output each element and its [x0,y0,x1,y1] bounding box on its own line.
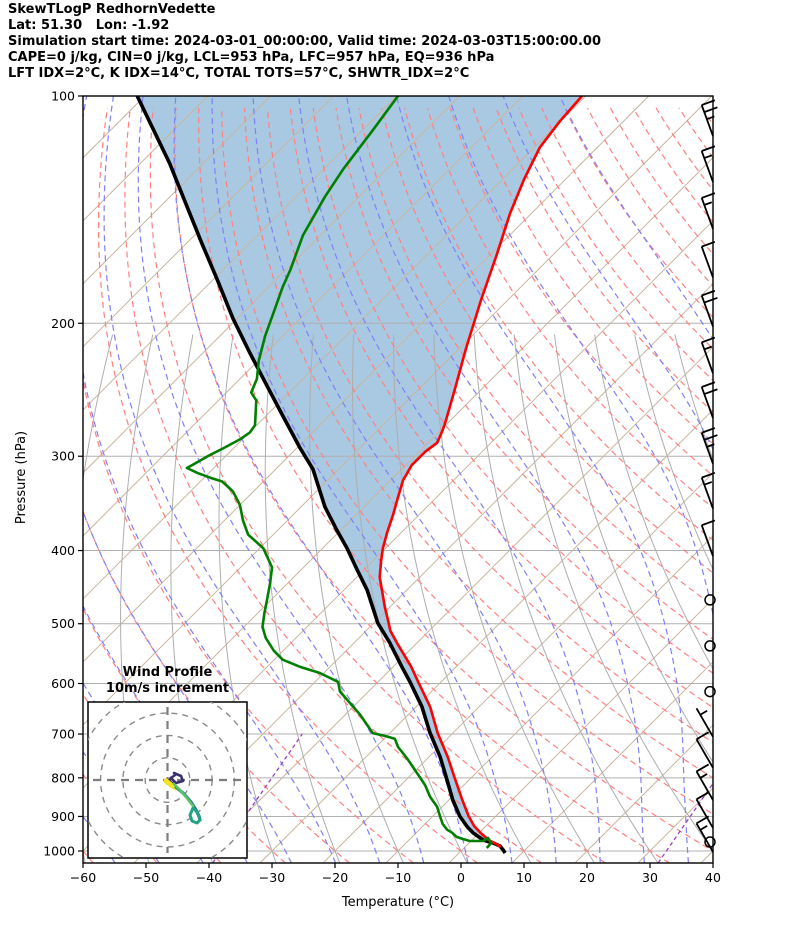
x-tick-label: 40 [705,870,721,885]
y-tick-label: 700 [51,727,75,742]
x-tick-label: −30 [259,870,285,885]
wind-barb [695,707,714,738]
mixing-ratio-lines [212,733,713,863]
plot-area [83,96,713,863]
parcel-curve [135,96,507,854]
dewpoint-curve [185,96,493,849]
y-tick-label: 600 [51,676,75,691]
lifted-indices-line: LFT IDX=2°C, K IDX=14°C, TOTAL TOTS=57°C… [8,66,470,81]
wind-barb [695,815,714,853]
x-tick-label: 20 [579,870,595,885]
axis-tick-labels: −60 −50 −40 −30 −20 −10 0 10 20 30 40 100 200 300 400 5… [43,89,721,886]
header-text-block: SkewTLogP RedhornVedette Lat: 51.30 Lon:… [8,2,601,82]
x-tick-label: −50 [133,870,159,885]
lat-lon-line: Lat: 51.30 Lon: -1.92 [8,18,170,33]
wind-barb [695,763,714,801]
sim-time-line: Simulation start time: 2024-03-01_00:00:… [8,34,601,49]
chart-title: SkewTLogP RedhornVedette [8,2,216,17]
hodograph-wind-trace [163,771,202,825]
y-tick-label: 1000 [43,844,75,859]
y-axis-label: Pressure (hPa) [14,431,29,524]
axis-ticks [78,95,714,868]
y-tick-label: 100 [51,89,75,104]
x-tick-label: −60 [70,870,96,885]
x-tick-label: −10 [385,870,411,885]
wind-barb [700,99,718,137]
x-axis-label: Temperature (°C) [341,895,454,910]
wind-barb [695,791,714,829]
cape-indices-line: CAPE=0 j/kg, CIN=0 j/kg, LCL=953 hPa, LF… [8,50,495,65]
x-tick-label: 30 [642,870,658,885]
y-tick-label: 300 [51,449,75,464]
x-tick-label: 10 [516,870,532,885]
y-tick-label: 200 [51,316,75,331]
x-tick-label: 0 [457,870,465,885]
temperature-curve [378,96,583,849]
x-tick-label: −40 [196,870,222,885]
hodograph-subtitle: 10m/s increment [106,681,229,696]
y-tick-label: 800 [51,770,75,785]
y-tick-label: 900 [51,809,75,824]
wind-barb-column [695,99,718,853]
cin-shaded-area [137,96,582,853]
x-tick-label: −20 [322,870,348,885]
hodograph-title: Wind Profile [123,665,213,680]
y-tick-label: 500 [51,616,75,631]
y-tick-label: 400 [51,543,75,558]
wind-barb [695,731,714,769]
